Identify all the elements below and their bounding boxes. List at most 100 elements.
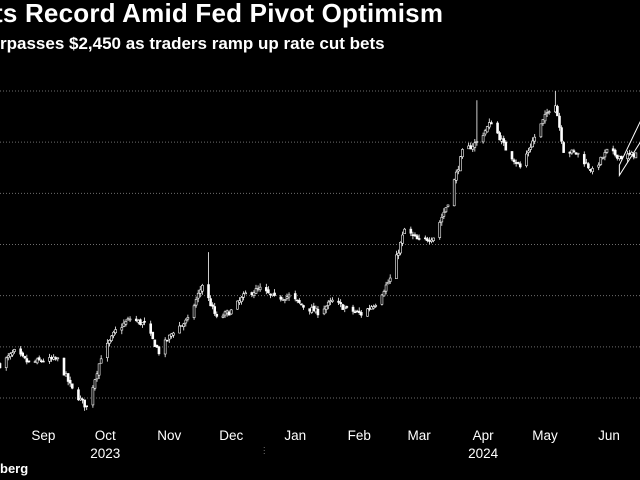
candle xyxy=(357,307,361,315)
candle xyxy=(192,303,196,320)
candle xyxy=(541,119,545,126)
candle xyxy=(562,140,565,153)
candle xyxy=(281,297,285,301)
candle xyxy=(19,346,22,357)
candle xyxy=(81,397,84,404)
candle xyxy=(316,306,320,318)
candle xyxy=(345,305,349,310)
candle xyxy=(172,331,175,338)
candle xyxy=(186,314,190,322)
candle xyxy=(54,356,58,361)
candle xyxy=(0,362,2,369)
candle xyxy=(368,304,371,312)
candle xyxy=(504,140,508,151)
x-tick-label-feb: Feb xyxy=(348,428,371,443)
candle xyxy=(254,284,258,294)
candle xyxy=(413,232,417,237)
candle xyxy=(293,290,297,302)
candle xyxy=(11,349,14,357)
candle xyxy=(589,168,592,173)
x-year-label-2023: 2023 xyxy=(90,446,120,461)
candle xyxy=(469,142,473,150)
x-tick-label-sep: Sep xyxy=(31,428,55,443)
source-credit: berg xyxy=(0,461,29,476)
candle xyxy=(529,143,532,153)
candle xyxy=(93,378,97,391)
candle xyxy=(603,149,607,161)
candle xyxy=(201,283,204,295)
candle xyxy=(446,204,450,208)
x-tick-label-jan: Jan xyxy=(284,428,306,443)
candle xyxy=(267,286,270,294)
candle xyxy=(500,135,503,145)
candle xyxy=(403,227,406,234)
candle xyxy=(124,319,128,327)
candle xyxy=(13,348,16,354)
candle xyxy=(397,249,400,260)
candle xyxy=(533,134,537,145)
candle xyxy=(481,132,485,144)
candle xyxy=(95,370,99,382)
candle xyxy=(545,108,549,117)
candle xyxy=(409,226,413,237)
candle xyxy=(415,233,419,240)
candle xyxy=(308,308,311,315)
candle xyxy=(21,351,25,358)
candle xyxy=(149,320,153,336)
candle xyxy=(475,100,479,146)
candle xyxy=(572,148,576,153)
candle xyxy=(66,372,70,386)
candle xyxy=(585,158,588,165)
candle xyxy=(221,313,225,319)
candle xyxy=(184,318,188,327)
candle xyxy=(287,292,291,301)
candle xyxy=(139,318,142,326)
candle xyxy=(68,376,72,387)
candle xyxy=(198,285,202,298)
candle xyxy=(426,236,429,243)
candle xyxy=(91,385,95,408)
candle xyxy=(167,334,171,343)
candle xyxy=(79,395,82,401)
candle xyxy=(77,387,80,401)
candle xyxy=(256,285,260,292)
candle xyxy=(112,330,115,339)
candle xyxy=(543,110,547,124)
candle xyxy=(374,303,378,309)
candle xyxy=(37,355,41,361)
candle xyxy=(411,231,415,240)
candle xyxy=(496,121,499,134)
candle xyxy=(432,237,435,243)
candle xyxy=(122,319,126,328)
candle xyxy=(322,305,326,316)
candle xyxy=(25,354,29,365)
chart-subtitle: rpasses $2,450 as traders ramp up rate c… xyxy=(0,34,385,53)
candle xyxy=(370,305,373,310)
candle xyxy=(574,152,578,155)
candle xyxy=(459,155,462,172)
x-tick-label-apr: Apr xyxy=(473,428,495,443)
candle xyxy=(298,298,301,305)
candle xyxy=(120,323,124,335)
candle xyxy=(372,304,375,310)
candle xyxy=(485,125,489,133)
candle xyxy=(279,295,283,302)
candle xyxy=(157,345,161,356)
candle xyxy=(384,281,388,295)
candle xyxy=(114,326,117,335)
candle xyxy=(531,137,534,148)
candle xyxy=(300,303,303,306)
candle xyxy=(108,339,111,347)
candle xyxy=(428,237,431,245)
candle xyxy=(137,319,140,325)
candle xyxy=(310,304,314,314)
candle xyxy=(153,339,157,347)
candle xyxy=(395,250,398,279)
candle xyxy=(351,304,355,315)
candle xyxy=(467,142,470,150)
candle xyxy=(178,321,181,334)
candle xyxy=(128,316,132,322)
candle xyxy=(324,305,328,314)
chart-title: ts Record Amid Fed Pivot Optimism xyxy=(0,0,444,28)
